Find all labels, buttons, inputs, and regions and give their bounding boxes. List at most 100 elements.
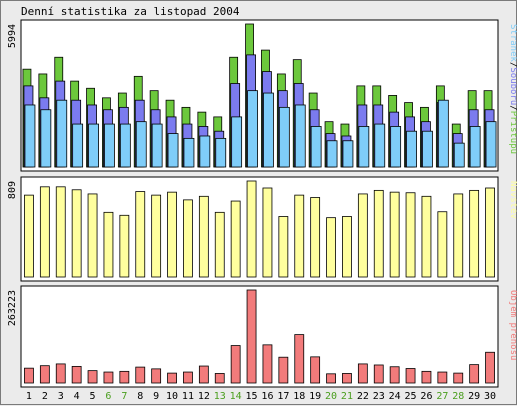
bar-visits-Návštěv-day-2 <box>39 186 50 278</box>
bar-visits-Návštěv-day-7 <box>119 214 130 278</box>
bar-visits-Návštěv-day-20 <box>326 217 336 278</box>
legend-item-requests-3: / <box>508 105 517 110</box>
day-label-3: 3 <box>58 391 64 402</box>
legend-item-visits-0: Návštěv <box>508 181 517 219</box>
day-label-29: 29 <box>468 391 480 402</box>
bar-requests-Stránek-day-12 <box>199 135 211 168</box>
bar-requests-Stránek-day-13 <box>215 137 227 168</box>
bar-kbytes-Objem přenosu-day-1 <box>24 367 34 384</box>
bar-requests-Stránek-day-3 <box>56 99 68 168</box>
bar-requests-Stránek-day-30 <box>485 121 497 168</box>
bar-kbytes-Objem přenosu-day-17 <box>278 356 289 384</box>
bar-visits-Návštěv-day-16 <box>262 187 273 278</box>
bar-kbytes-Objem přenosu-day-10 <box>167 372 177 384</box>
bar-requests-Stránek-day-17 <box>278 106 290 168</box>
bar-visits-Návštěv-day-9 <box>151 194 162 278</box>
day-label-11: 11 <box>182 391 194 402</box>
day-label-2: 2 <box>42 391 48 402</box>
bar-requests-Stránek-day-22 <box>358 126 370 168</box>
day-label-22: 22 <box>357 391 369 402</box>
bar-requests-Stránek-day-6 <box>104 123 115 168</box>
bar-requests-Stránek-day-11 <box>183 137 195 168</box>
bar-kbytes-Objem přenosu-day-12 <box>198 365 209 384</box>
legend-item-requests-1: / <box>508 62 517 67</box>
bar-visits-Návštěv-day-11 <box>183 199 193 278</box>
bar-requests-Stránek-day-29 <box>469 126 481 168</box>
bar-visits-Návštěv-day-6 <box>103 211 114 278</box>
bar-requests-Stránek-day-9 <box>151 123 163 168</box>
bar-kbytes-Objem přenosu-day-25 <box>405 368 416 384</box>
bar-requests-Stránek-day-21 <box>342 140 354 168</box>
bar-kbytes-Objem přenosu-day-2 <box>39 365 50 384</box>
legend-item-kbytes-0: Objem přenosu <box>508 290 517 360</box>
legend-kbytes: Objem přenosu <box>508 290 517 360</box>
bar-visits-Návštěv-day-22 <box>357 193 368 278</box>
bar-kbytes-Objem přenosu-day-23 <box>373 364 384 384</box>
bar-visits-Návštěv-day-19 <box>310 197 321 278</box>
legend-item-requests-2: Souborů <box>508 67 517 105</box>
day-label-27: 27 <box>436 391 448 402</box>
axis-max-label-requests: 5994 <box>7 24 18 48</box>
day-label-21: 21 <box>341 391 353 402</box>
bar-visits-Návštěv-day-17 <box>278 216 289 278</box>
bar-visits-Návštěv-day-18 <box>294 194 305 278</box>
bar-requests-Stránek-day-20 <box>326 140 338 168</box>
panel-requests <box>20 19 499 172</box>
bar-requests-Stránek-day-4 <box>72 123 84 168</box>
bar-kbytes-Objem přenosu-day-14 <box>230 345 241 384</box>
bar-requests-Stránek-day-8 <box>135 121 147 168</box>
bar-requests-Stránek-day-27 <box>437 99 449 168</box>
bar-kbytes-Objem přenosu-day-8 <box>135 366 146 384</box>
bar-kbytes-Objem přenosu-day-21 <box>342 373 352 384</box>
day-label-15: 15 <box>246 391 258 402</box>
bar-kbytes-Objem přenosu-day-27 <box>437 371 448 384</box>
bar-requests-Stránek-day-23 <box>374 123 386 168</box>
axis-max-label-visits: 809 <box>7 181 18 199</box>
bar-visits-Návštěv-day-12 <box>198 195 209 278</box>
bar-kbytes-Objem přenosu-day-13 <box>214 373 225 384</box>
bar-visits-Návštěv-day-24 <box>389 191 400 278</box>
day-label-24: 24 <box>389 391 401 402</box>
bar-visits-Návštěv-day-26 <box>421 195 432 278</box>
day-label-8: 8 <box>137 391 143 402</box>
bar-requests-Stránek-day-18 <box>294 104 306 168</box>
bar-visits-Návštěv-day-28 <box>453 193 464 278</box>
bar-kbytes-Objem přenosu-day-18 <box>294 334 305 384</box>
bar-kbytes-Objem přenosu-day-6 <box>103 371 114 384</box>
day-label-7: 7 <box>121 391 127 402</box>
bar-visits-Návštěv-day-14 <box>230 200 241 278</box>
legend-visits: Návštěv <box>508 181 517 219</box>
bar-kbytes-Objem přenosu-day-5 <box>87 370 98 384</box>
chart-title: Denní statistika za listopad 2004 <box>21 5 240 18</box>
bar-visits-Návštěv-day-23 <box>373 189 384 278</box>
bar-requests-Stránek-day-10 <box>167 133 179 168</box>
axis-max-label-kbytes: 263223 <box>7 290 18 326</box>
bar-visits-Návštěv-day-15 <box>246 180 257 278</box>
day-label-14: 14 <box>230 391 242 402</box>
bar-kbytes-Objem přenosu-day-4 <box>71 365 82 384</box>
bar-visits-Návštěv-day-10 <box>167 191 177 278</box>
bar-kbytes-Objem přenosu-day-24 <box>389 366 400 384</box>
day-label-13: 13 <box>214 391 226 402</box>
bar-visits-Návštěv-day-30 <box>485 187 495 278</box>
bar-requests-Stránek-day-26 <box>422 130 433 168</box>
bar-visits-Návštěv-day-29 <box>469 189 480 278</box>
day-label-5: 5 <box>90 391 96 402</box>
bar-requests-Stránek-day-16 <box>263 92 274 168</box>
day-label-6: 6 <box>105 391 111 402</box>
bar-kbytes-Objem přenosu-day-11 <box>183 371 193 384</box>
day-label-20: 20 <box>325 391 337 402</box>
bar-visits-Návštěv-day-4 <box>71 189 82 278</box>
day-label-10: 10 <box>166 391 178 402</box>
bar-visits-Návštěv-day-25 <box>405 192 416 278</box>
day-label-23: 23 <box>373 391 385 402</box>
bar-kbytes-Objem přenosu-day-22 <box>357 363 368 384</box>
bar-kbytes-Objem přenosu-day-15 <box>246 289 257 384</box>
panel-kbytes <box>20 285 499 388</box>
bar-visits-Návštěv-day-27 <box>437 211 448 278</box>
day-label-18: 18 <box>293 391 305 402</box>
day-label-1: 1 <box>26 391 32 402</box>
bar-requests-Stránek-day-2 <box>40 109 52 168</box>
